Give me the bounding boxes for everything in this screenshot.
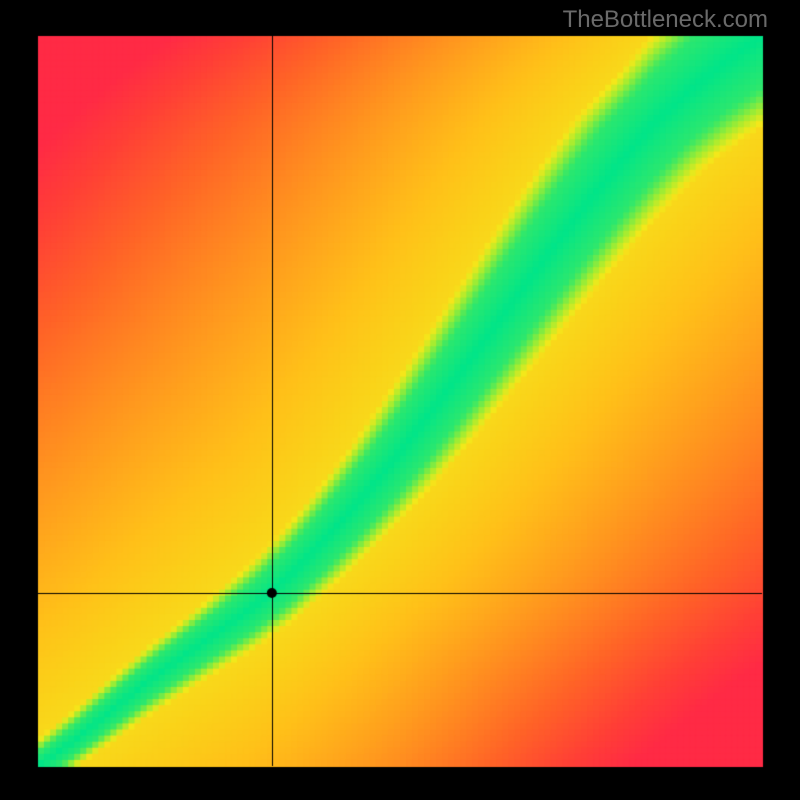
- bottleneck-heatmap: [0, 0, 800, 800]
- watermark-text: TheBottleneck.com: [563, 6, 768, 34]
- chart-container: TheBottleneck.com: [0, 0, 800, 800]
